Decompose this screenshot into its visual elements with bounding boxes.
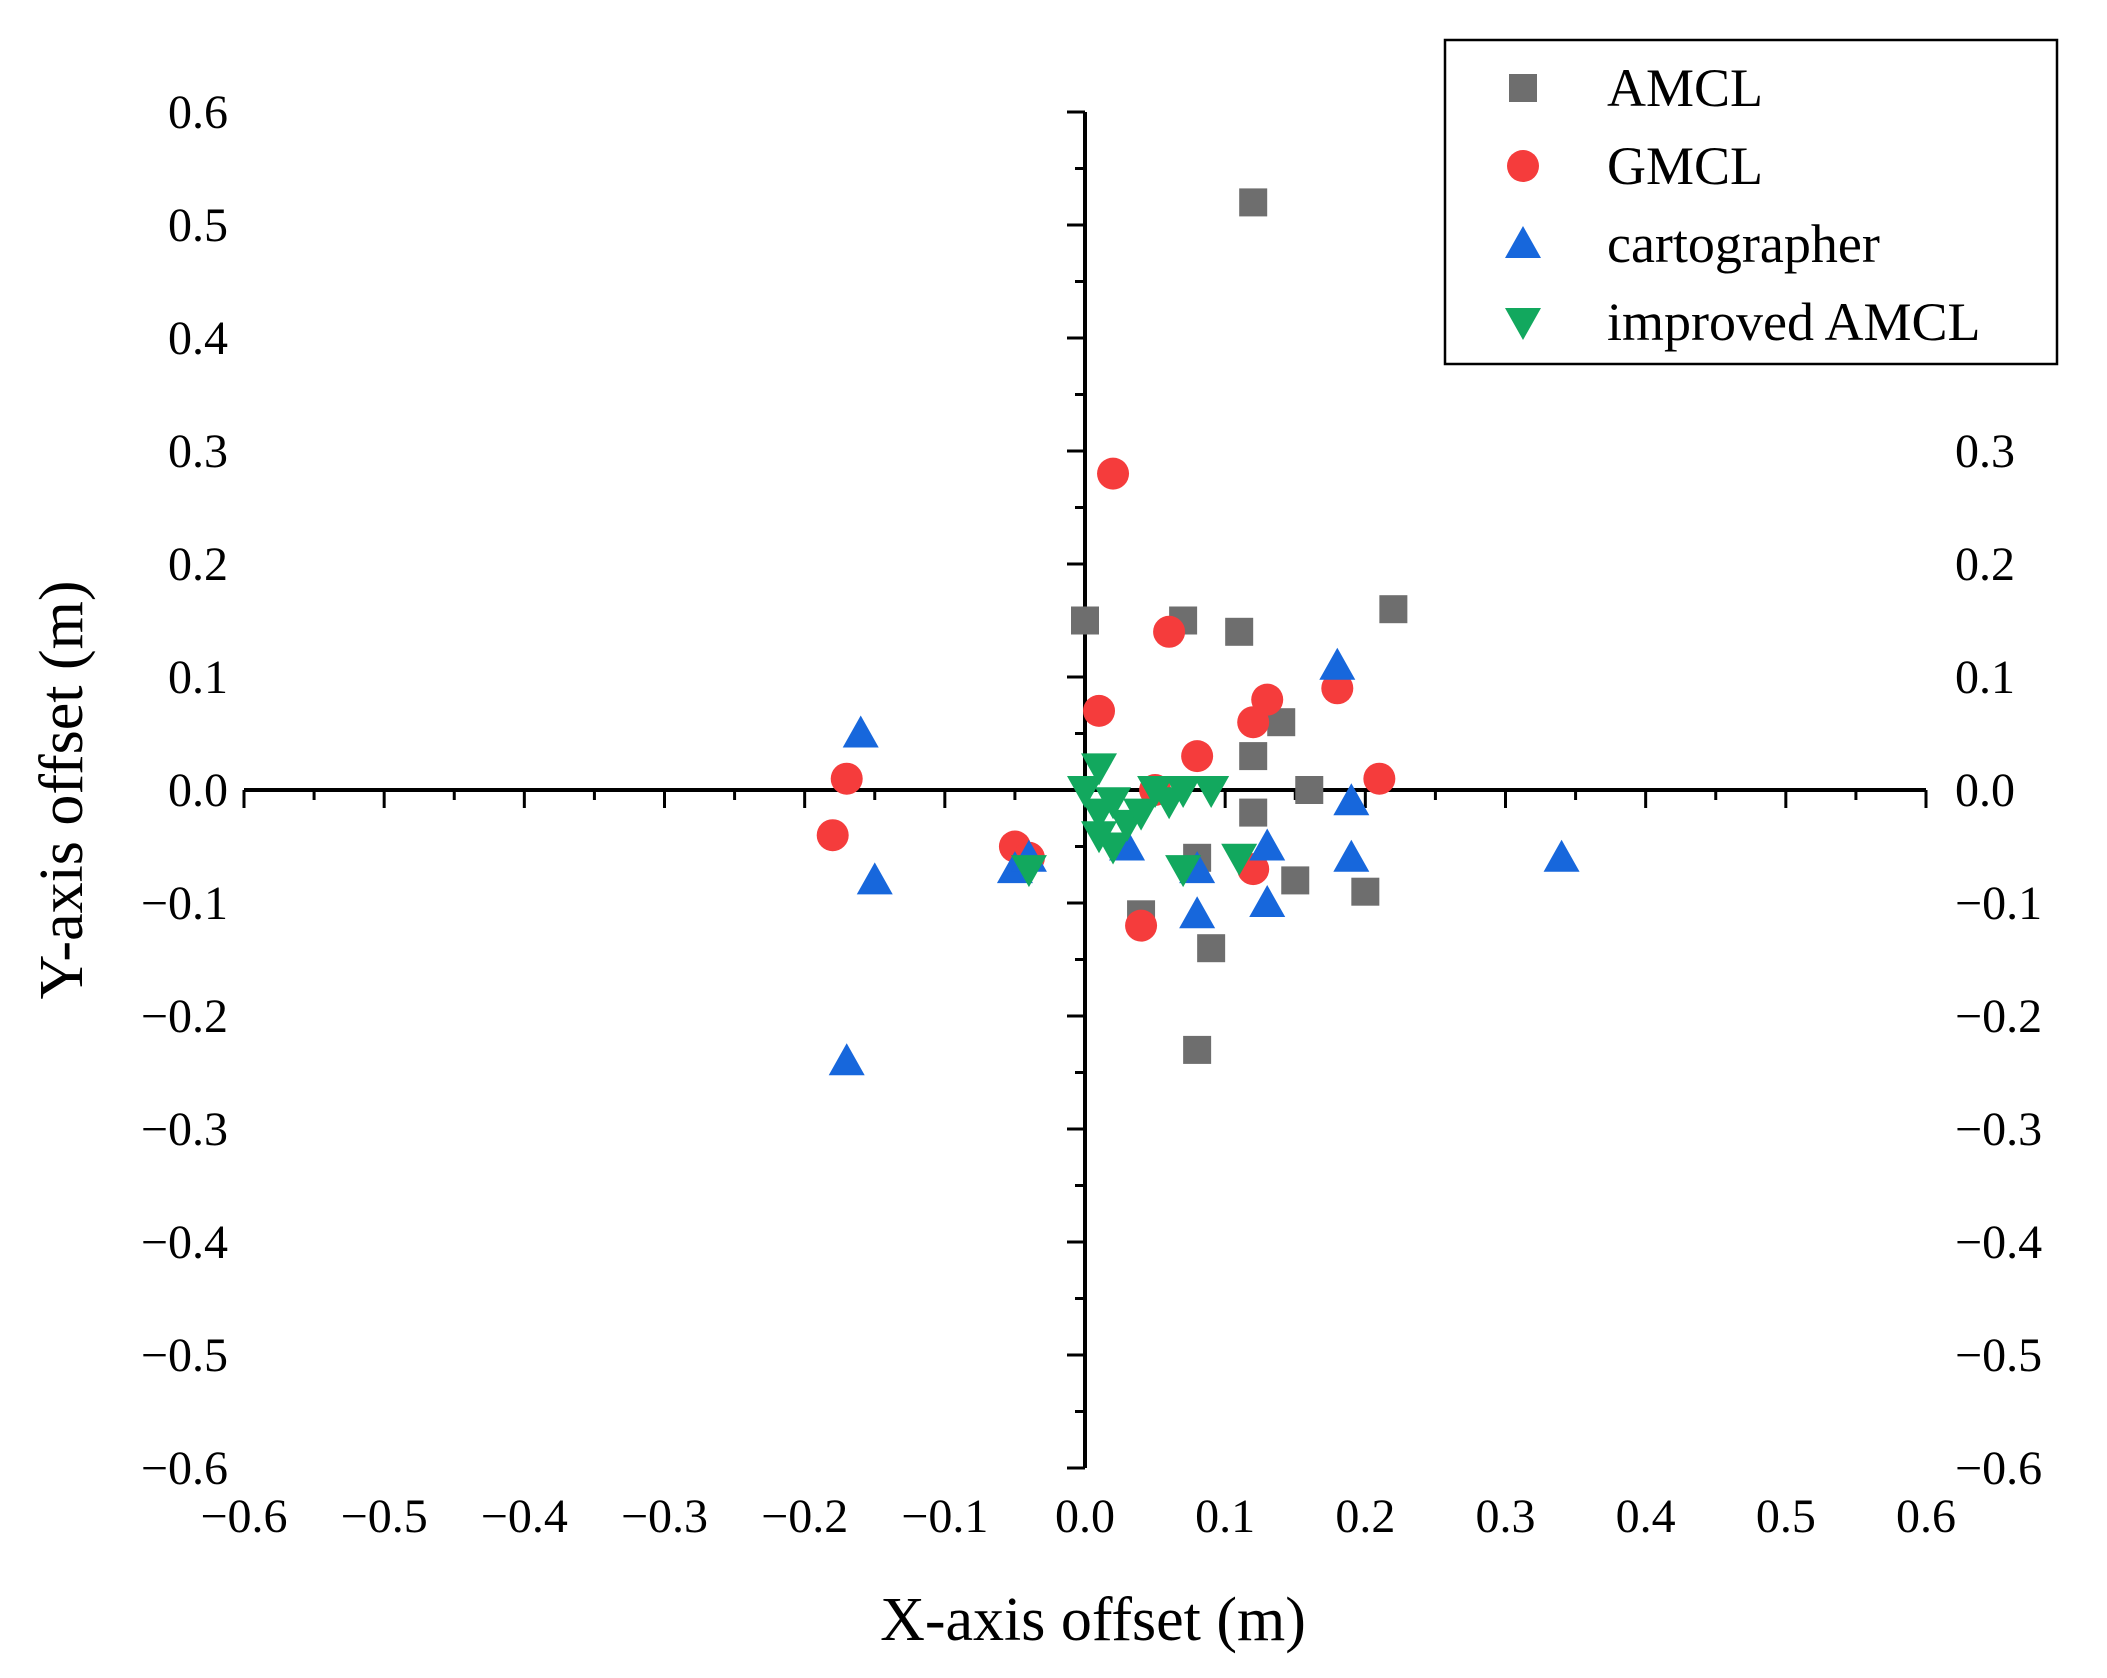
right-y-tick-label: 0.3 [1955,425,2015,478]
gmcl-point [1363,762,1396,795]
x-tick-label: 0.0 [1055,1490,1115,1543]
x-tick-label: 0.4 [1616,1490,1676,1543]
right-y-tick-label: −0.3 [1955,1103,2042,1156]
improved-amcl-point [1165,855,1202,888]
y-tick-label: −0.6 [141,1442,228,1495]
x-tick-label: −0.1 [901,1490,988,1543]
legend-marker-improved-amcl [1505,308,1541,340]
y-tick-label: 0.3 [168,425,228,478]
x-tick-label: 0.1 [1195,1490,1255,1543]
right-y-tick-label: 0.2 [1955,538,2015,591]
right-y-tick-label: −0.1 [1955,877,2042,930]
gmcl-point [1083,694,1116,727]
legend-label-gmcl: GMCL [1607,136,1763,196]
improved-amcl-point [1123,798,1160,831]
right-y-tick-label: 0.1 [1955,651,2015,704]
cartographer-point [1179,896,1216,929]
cartographer-point [828,1043,865,1076]
amcl-point [1197,934,1226,963]
gmcl-point [816,819,849,852]
improved-amcl-point [1193,776,1230,808]
amcl-point [1351,877,1380,906]
legend-entries: AMCL GMCL cartographer improved AMCL [1505,58,1981,352]
gmcl-point [1321,672,1354,705]
amcl-point [1225,617,1254,646]
x-tick-label: −0.4 [481,1490,568,1543]
improved-amcl-point [1165,776,1202,808]
cartographer-point [856,862,893,895]
x-tick-label: 0.3 [1476,1490,1536,1543]
y-tick-label: −0.4 [141,1216,228,1269]
right-y-tick-label: −0.2 [1955,990,2042,1043]
gmcl-point [1181,740,1214,773]
x-tick-label: −0.2 [761,1490,848,1543]
improved-amcl-point [1010,855,1047,888]
tick-labels: −0.6 −0.5 −0.4 −0.3 −0.2 −0.1 0.0 0.1 0.2 0.3 0.4 0… [141,86,2042,1543]
amcl-point [1239,188,1268,217]
legend-label-improved-amcl: improved AMCL [1607,292,1981,352]
improved-amcl-point [1081,798,1118,831]
amcl-point [1281,866,1310,895]
improved-amcl-point [1095,832,1132,865]
amcl-point [1239,798,1268,827]
improved-amcl-point [1221,843,1258,876]
gmcl-point [1237,706,1270,739]
gmcl-point [830,762,863,795]
y-tick-label: −0.2 [141,990,228,1043]
series-improved-amcl [1010,753,1258,888]
right-y-tick-label: −0.4 [1955,1216,2042,1269]
improved-amcl-point [1067,776,1103,808]
amcl-point [1183,1035,1212,1064]
y-tick-label: 0.5 [168,199,228,252]
cartographer-point [842,715,879,748]
x-tick-label: 0.5 [1756,1490,1816,1543]
legend-box [1443,38,2059,366]
improved-amcl-point [1081,753,1118,786]
legend-marker-gmcl [1507,150,1539,182]
legend-label-cartographer: cartographer [1607,214,1880,274]
y-tick-label: 0.1 [168,651,228,704]
gmcl-point [1097,457,1130,490]
cartographer-point [1333,783,1370,816]
right-y-tick-label: −0.5 [1955,1329,2042,1382]
legend: AMCL GMCL cartographer improved AMCL [1443,38,2059,366]
y-tick-label: 0.0 [168,764,228,817]
y-tick-label: −0.3 [141,1103,228,1156]
y-tick-label: −0.1 [141,877,228,930]
series-amcl [1071,188,1408,1064]
x-tick-label: 0.6 [1896,1490,1956,1543]
y-tick-label: 0.6 [168,86,228,139]
cartographer-point [1249,885,1286,917]
right-y-tick-label: 0.0 [1955,764,2015,817]
legend-marker-amcl [1509,74,1537,102]
amcl-point [1239,742,1268,771]
y-tick-label: 0.4 [168,312,228,365]
x-tick-label: 0.2 [1335,1490,1395,1543]
x-tick-label: −0.3 [621,1490,708,1543]
y-tick-label: −0.5 [141,1329,228,1382]
cartographer-point [1333,839,1370,872]
x-tick-label: −0.6 [200,1490,287,1543]
gmcl-point [1153,615,1186,648]
y-axis-title: Y-axis offset (m) [28,581,96,1000]
x-axis-title: X-axis offset (m) [880,1586,1306,1654]
legend-label-amcl: AMCL [1607,58,1763,118]
amcl-point [1379,595,1408,624]
amcl-point [1295,776,1324,804]
amcl-point [1071,606,1099,635]
x-tick-label: −0.5 [341,1490,428,1543]
legend-marker-cartographer [1505,226,1541,258]
right-y-tick-label: −0.6 [1955,1442,2042,1495]
gmcl-point [1125,909,1158,942]
cartographer-point [1319,647,1356,680]
cartographer-point [1543,839,1580,872]
data-points [816,188,1580,1076]
cartographer-point [1249,828,1286,861]
y-tick-label: 0.2 [168,538,228,591]
